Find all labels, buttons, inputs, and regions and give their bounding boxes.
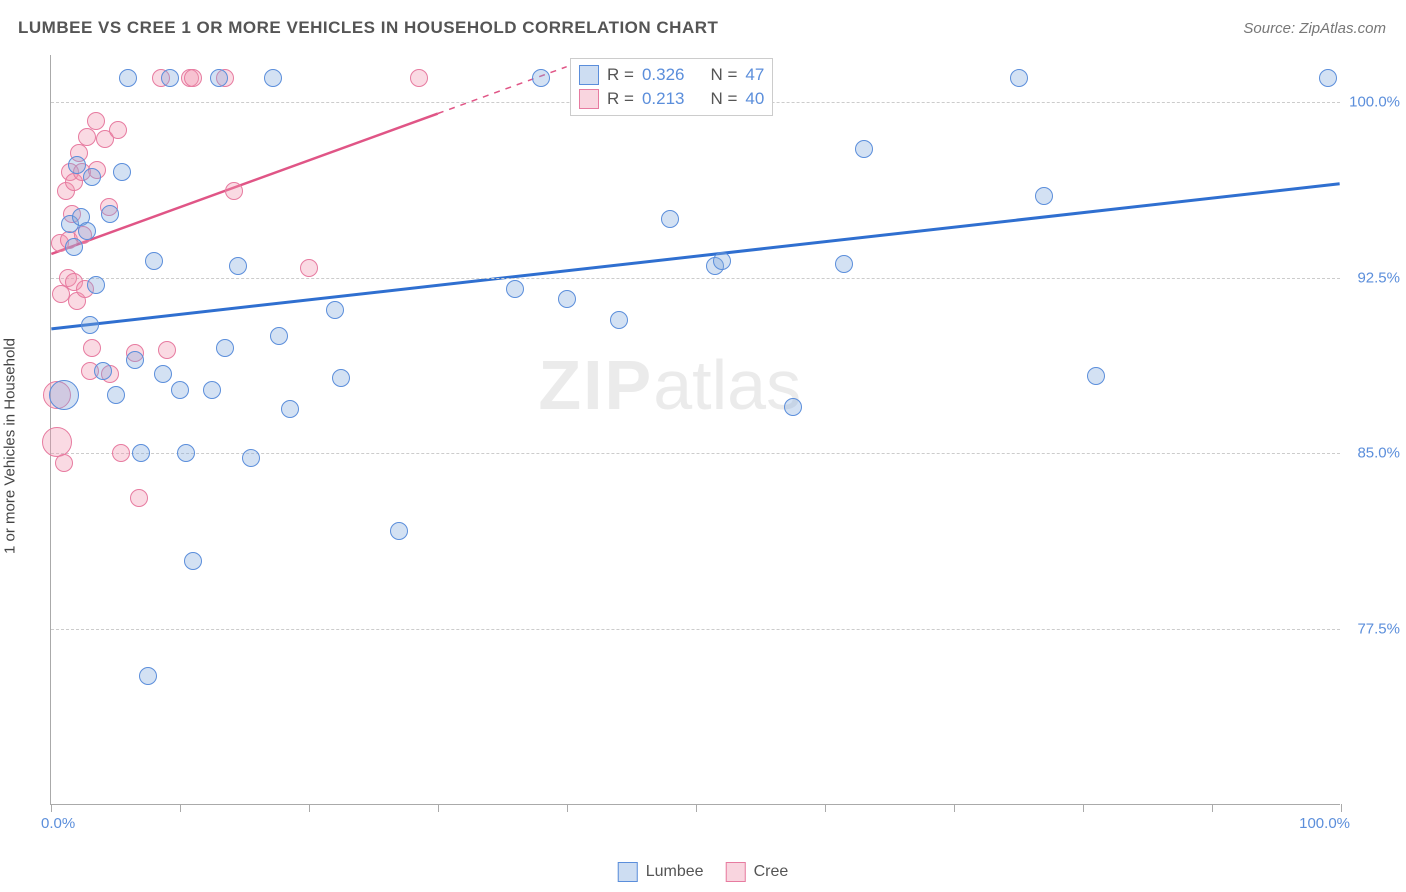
data-point xyxy=(109,121,127,139)
data-point xyxy=(229,257,247,275)
data-point xyxy=(107,386,125,404)
y-axis-label: 1 or more Vehicles in Household xyxy=(2,338,19,554)
data-point xyxy=(101,205,119,223)
data-point xyxy=(78,222,96,240)
gridline-h xyxy=(51,629,1340,630)
x-axis-end-label: 100.0% xyxy=(1299,815,1350,832)
x-tick xyxy=(180,804,181,812)
stats-legend-box: R =0.326N =47R =0.213N =40 xyxy=(570,58,773,116)
x-tick xyxy=(954,804,955,812)
data-point xyxy=(835,255,853,273)
x-tick xyxy=(1083,804,1084,812)
data-point xyxy=(855,140,873,158)
data-point xyxy=(1010,69,1028,87)
data-point xyxy=(65,238,83,256)
data-point xyxy=(184,69,202,87)
data-point xyxy=(264,69,282,87)
data-point xyxy=(210,69,228,87)
data-point xyxy=(1035,187,1053,205)
x-tick xyxy=(567,804,568,812)
data-point xyxy=(139,667,157,685)
data-point xyxy=(242,449,260,467)
legend-label: Cree xyxy=(754,863,789,881)
x-tick xyxy=(825,804,826,812)
data-point xyxy=(326,301,344,319)
data-point xyxy=(610,311,628,329)
data-point xyxy=(78,128,96,146)
data-point xyxy=(161,69,179,87)
data-point xyxy=(216,339,234,357)
data-point xyxy=(506,280,524,298)
x-tick xyxy=(309,804,310,812)
x-tick xyxy=(1341,804,1342,812)
data-point xyxy=(113,163,131,181)
data-point xyxy=(87,112,105,130)
data-point xyxy=(390,522,408,540)
legend-item: Cree xyxy=(726,862,789,882)
legend-swatch xyxy=(579,65,599,85)
data-point xyxy=(112,444,130,462)
data-point xyxy=(661,210,679,228)
watermark: ZIPatlas xyxy=(538,345,801,425)
legend-swatch xyxy=(726,862,746,882)
data-point xyxy=(42,427,72,457)
x-tick xyxy=(1212,804,1213,812)
data-point xyxy=(225,182,243,200)
legend-swatch xyxy=(579,89,599,109)
data-point xyxy=(126,351,144,369)
data-point xyxy=(558,290,576,308)
stats-row: R =0.326N =47 xyxy=(579,63,764,87)
data-point xyxy=(784,398,802,416)
y-tick-label: 77.5% xyxy=(1345,621,1400,638)
x-tick xyxy=(438,804,439,812)
data-point xyxy=(87,276,105,294)
x-tick xyxy=(696,804,697,812)
data-point xyxy=(83,339,101,357)
data-point xyxy=(300,259,318,277)
data-point xyxy=(68,156,86,174)
data-point xyxy=(55,454,73,472)
data-point xyxy=(1087,367,1105,385)
y-tick-label: 85.0% xyxy=(1345,445,1400,462)
legend-swatch xyxy=(618,862,638,882)
chart-title: LUMBEE VS CREE 1 OR MORE VEHICLES IN HOU… xyxy=(18,18,718,38)
chart-source: Source: ZipAtlas.com xyxy=(1243,20,1386,37)
data-point xyxy=(132,444,150,462)
chart-header: LUMBEE VS CREE 1 OR MORE VEHICLES IN HOU… xyxy=(18,18,1386,38)
data-point xyxy=(119,69,137,87)
data-point xyxy=(270,327,288,345)
data-point xyxy=(83,168,101,186)
legend-label: Lumbee xyxy=(646,863,704,881)
stats-row: R =0.213N =40 xyxy=(579,87,764,111)
trend-line xyxy=(51,184,1339,329)
legend-bottom: Lumbee Cree xyxy=(618,862,789,882)
x-tick xyxy=(51,804,52,812)
data-point xyxy=(81,316,99,334)
data-point xyxy=(281,400,299,418)
y-tick-label: 92.5% xyxy=(1345,269,1400,286)
data-point xyxy=(332,369,350,387)
data-point xyxy=(171,381,189,399)
data-point xyxy=(158,341,176,359)
data-point xyxy=(94,362,112,380)
trend-lines xyxy=(51,55,1340,804)
data-point xyxy=(130,489,148,507)
plot-area: ZIPatlas 0.0% 100.0% 100.0%92.5%85.0%77.… xyxy=(50,55,1340,805)
data-point xyxy=(177,444,195,462)
data-point xyxy=(154,365,172,383)
data-point xyxy=(410,69,428,87)
legend-item: Lumbee xyxy=(618,862,704,882)
y-tick-label: 100.0% xyxy=(1345,93,1400,110)
data-point xyxy=(145,252,163,270)
data-point xyxy=(532,69,550,87)
x-axis-start-label: 0.0% xyxy=(41,815,75,832)
data-point xyxy=(1319,69,1337,87)
data-point xyxy=(713,252,731,270)
data-point xyxy=(49,380,79,410)
data-point xyxy=(184,552,202,570)
data-point xyxy=(203,381,221,399)
gridline-h xyxy=(51,278,1340,279)
